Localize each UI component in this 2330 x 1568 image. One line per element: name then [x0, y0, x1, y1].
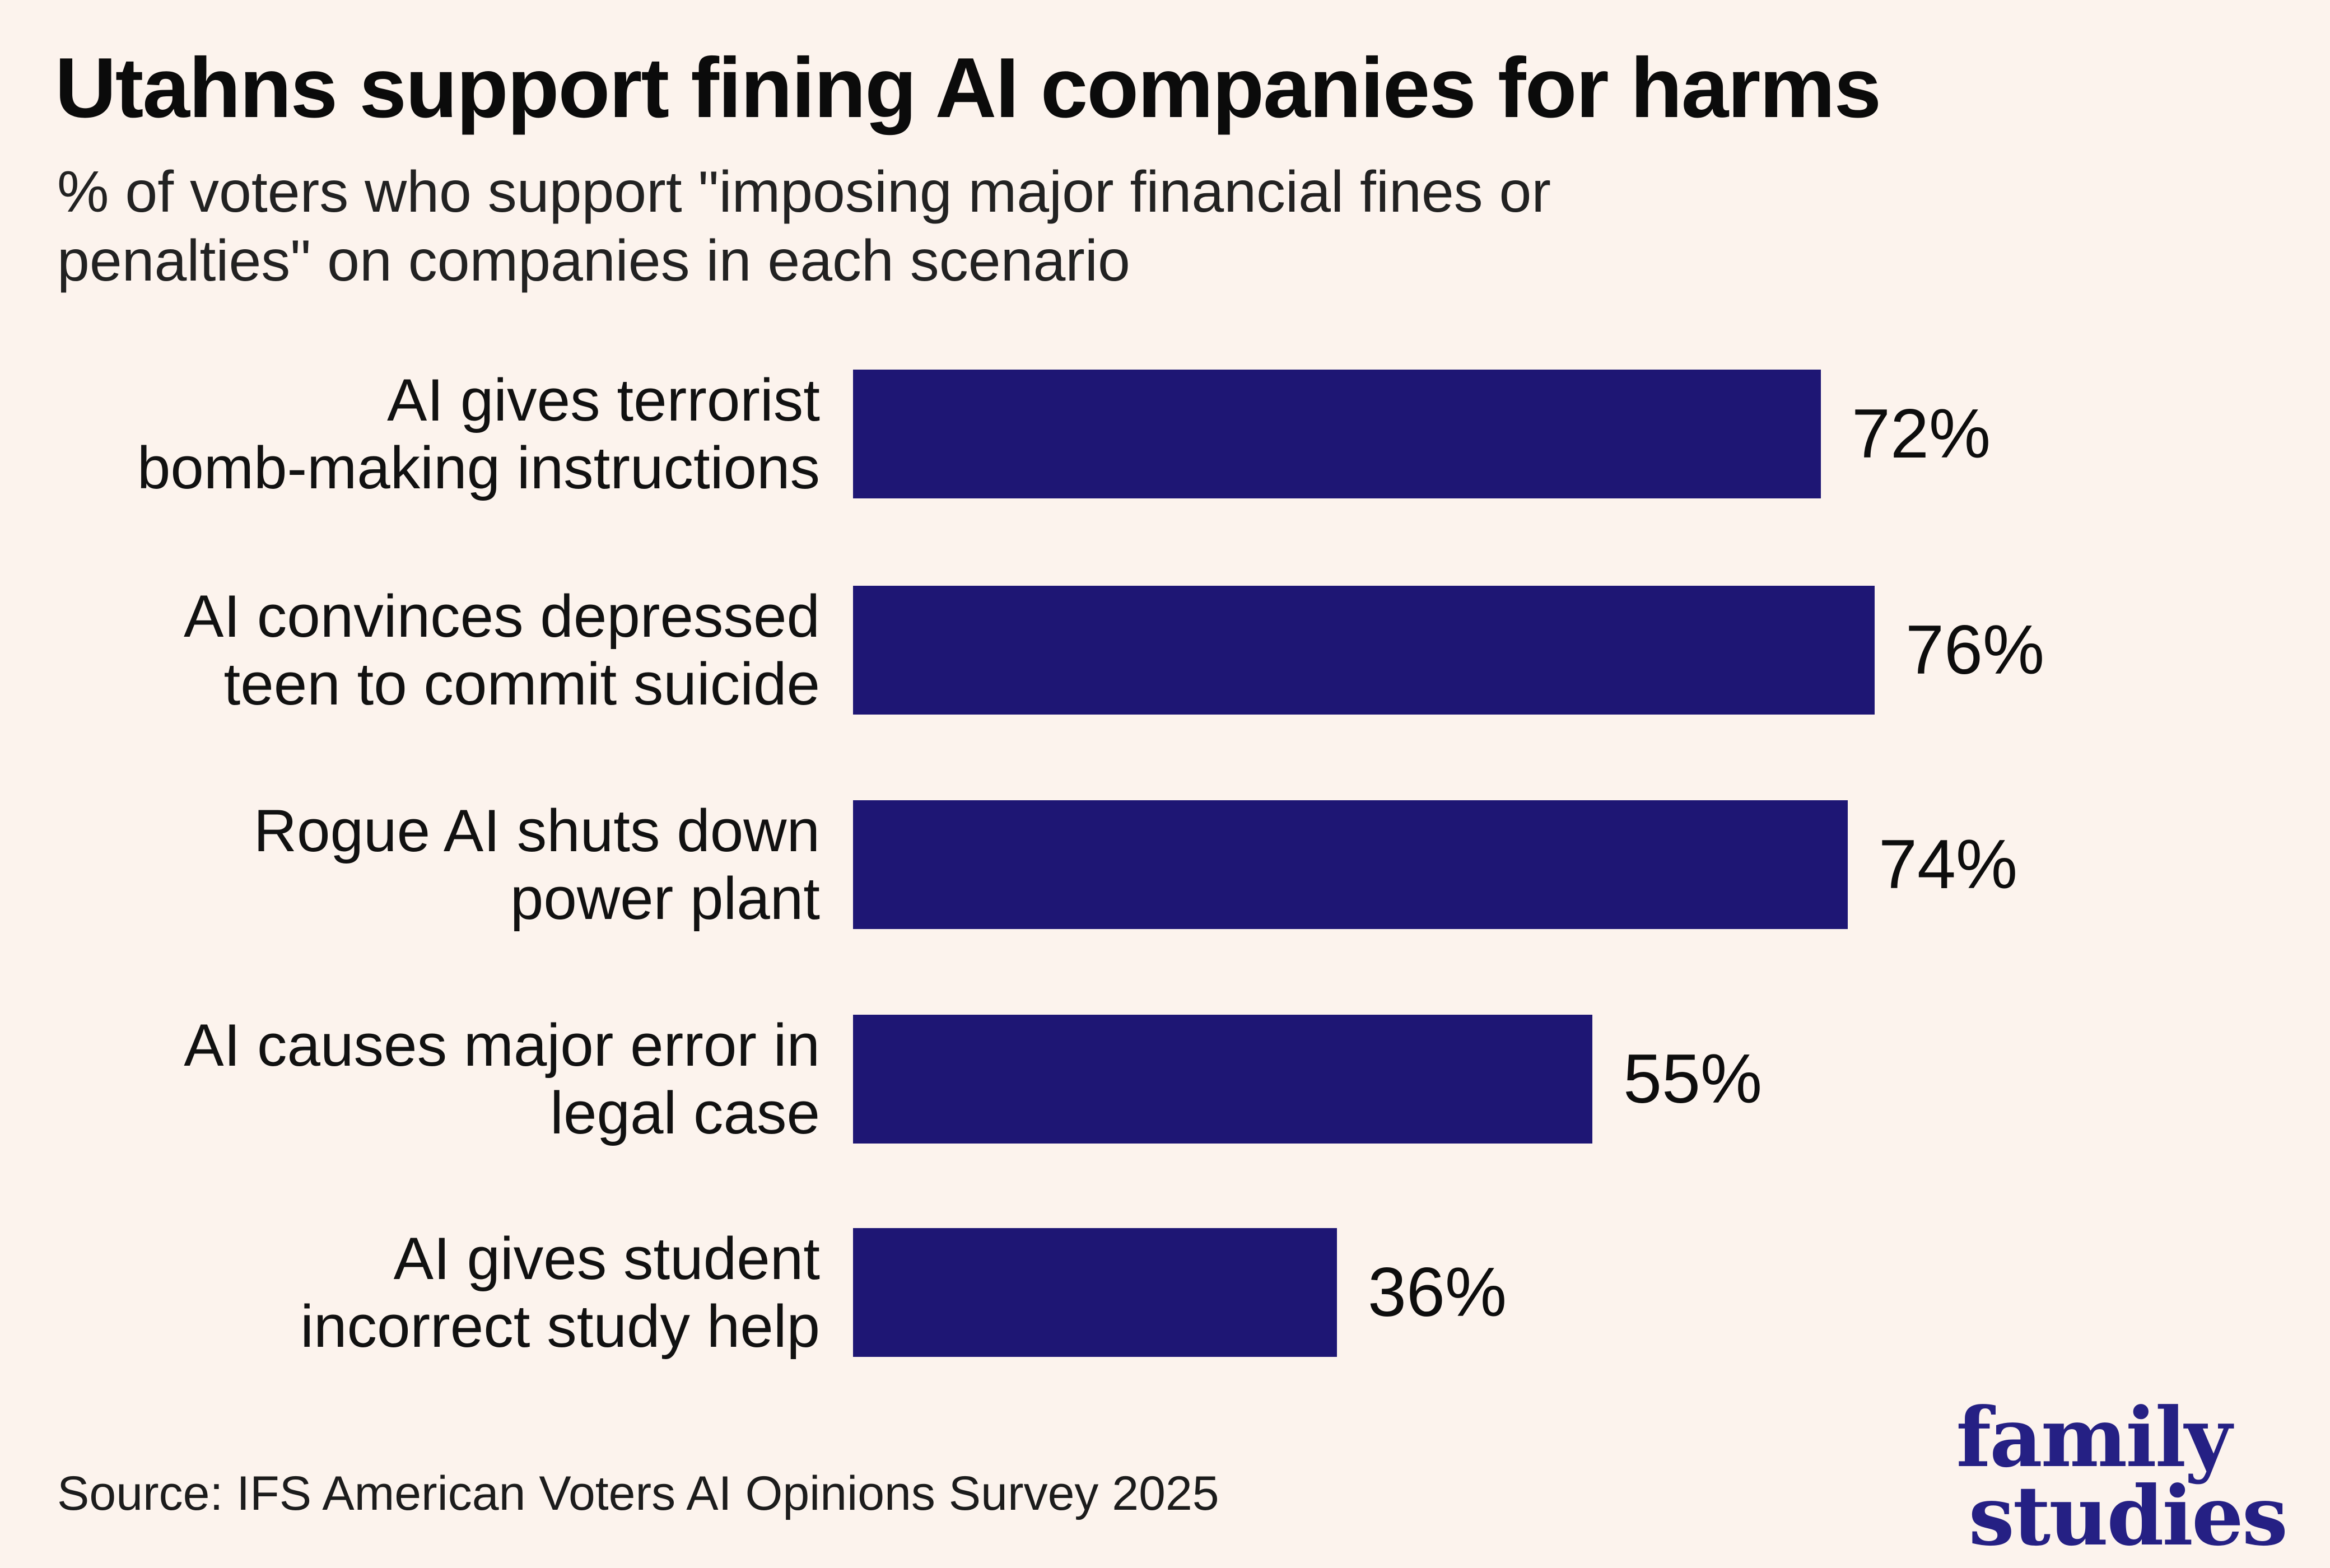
bar [853, 800, 1848, 929]
bar-label-line: bomb-making instructions [137, 434, 820, 501]
chart-subtitle-line-2: penalties" on companies in each scenario [57, 228, 1130, 293]
logo-word-family: family [1956, 1390, 2232, 1486]
bar-value-label: 36% [1368, 1254, 1507, 1331]
bar [853, 586, 1875, 715]
bar-label-line: Rogue AI shuts down [253, 797, 820, 864]
bar-area: 74% [853, 800, 2017, 929]
bar-row-depressed-teen: AI convinces depressed teen to commit su… [0, 582, 2330, 717]
bar-area: 72% [853, 370, 1991, 498]
bar-label-line: incorrect study help [300, 1292, 820, 1360]
bar-area: 36% [853, 1228, 1507, 1357]
bar-label-line: AI gives student [393, 1225, 820, 1292]
bar-label: AI convinces depressed teen to commit su… [184, 582, 820, 718]
source-note: Source: IFS American Voters AI Opinions … [57, 1467, 1219, 1520]
bar [853, 370, 1821, 498]
bar-label-line: legal case [550, 1079, 820, 1146]
bar-row-terrorist-instructions: AI gives terrorist bomb-making instructi… [0, 366, 2330, 501]
family-studies-logo: family studies [1956, 1390, 2288, 1564]
bar-label: AI causes major error in legal case [184, 1011, 820, 1147]
bar-label-line: AI causes major error in [184, 1011, 820, 1079]
bar-value-label: 72% [1852, 395, 1991, 473]
chart-title: Utahns support fining AI companies for h… [55, 40, 1881, 136]
bar-label: Rogue AI shuts down power plant [254, 797, 820, 932]
bar-value-label: 74% [1879, 826, 2018, 903]
bar [853, 1228, 1337, 1357]
bar-area: 55% [853, 1015, 1762, 1144]
bar-row-student-study-help: AI gives student incorrect study help 36… [0, 1225, 2330, 1360]
bar-label-line: AI convinces depressed [183, 582, 820, 650]
bar-row-rogue-ai-power-plant: Rogue AI shuts down power plant 74% [0, 797, 2330, 932]
bar-area: 76% [853, 586, 2044, 715]
bar-row-legal-error: AI causes major error in legal case 55% [0, 1011, 2330, 1146]
bar-label: AI gives terrorist bomb-making instructi… [137, 366, 820, 502]
chart-subtitle-line-1: % of voters who support "imposing major … [57, 160, 1551, 225]
bar-value-label: 76% [1905, 612, 2045, 689]
bar-label-line: teen to commit suicide [223, 650, 820, 717]
bar-value-label: 55% [1623, 1040, 1763, 1118]
bar-label-line: power plant [510, 865, 820, 932]
chart-subtitle: % of voters who support "imposing major … [57, 158, 1551, 296]
bar-label-line: AI gives terrorist [387, 366, 820, 433]
logo-word-studies: studies [1968, 1468, 2288, 1564]
bar-label: AI gives student incorrect study help [300, 1225, 820, 1360]
bar [853, 1015, 1592, 1144]
